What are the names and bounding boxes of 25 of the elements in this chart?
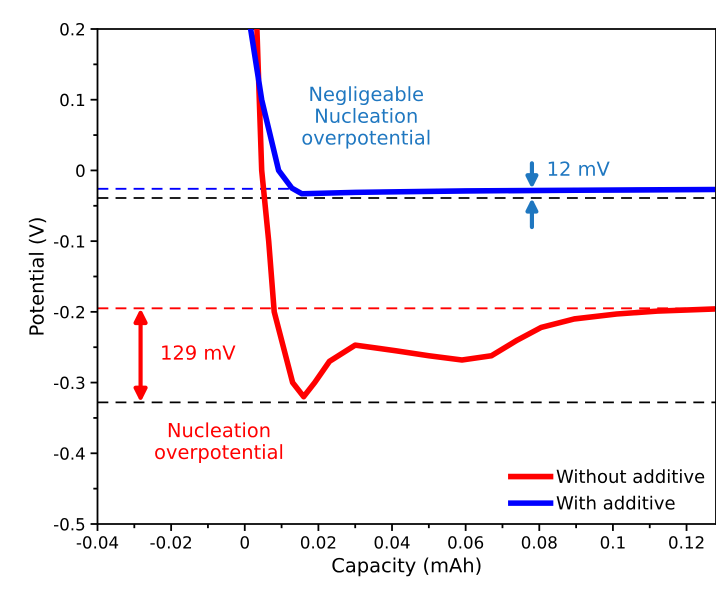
x-tick-label: 0 — [240, 536, 249, 549]
x-tick-label: 0.02 — [300, 536, 336, 549]
x-tick-label: -0.04 — [76, 536, 118, 549]
y-tick-label: -0.1 — [54, 235, 84, 248]
y-tick-label: 0 — [76, 164, 85, 177]
annotation: 129 mV — [162, 345, 236, 360]
x-tick-label: 0.12 — [669, 536, 704, 549]
x-axis-title: Capacity (mAh) — [332, 557, 481, 576]
x-tick-label: 0.08 — [522, 536, 557, 549]
legend-label: With additive — [556, 496, 675, 510]
x-tick-label: 0.06 — [448, 536, 484, 549]
y-tick-label: -0.5 — [54, 518, 84, 531]
annotation: 12 mV — [548, 161, 610, 176]
legend-label: Without additive — [556, 469, 704, 484]
annotation: Nucleation overpotential — [155, 422, 282, 463]
y-tick-label: -0.4 — [54, 447, 85, 460]
y-tick-label: -0.2 — [54, 306, 84, 318]
x-tick-label: 0.1 — [600, 536, 625, 549]
y-axis-title: Potential (V) — [28, 218, 46, 335]
x-tick-label: 0.04 — [374, 536, 410, 549]
y-tick-label: 0.1 — [60, 94, 84, 106]
y-tick-label: 0.2 — [60, 22, 84, 36]
x-tick-label: -0.02 — [150, 536, 192, 549]
annotation: Negligeable Nucleation overpotential — [302, 86, 430, 149]
y-tick-label: -0.3 — [54, 376, 84, 390]
